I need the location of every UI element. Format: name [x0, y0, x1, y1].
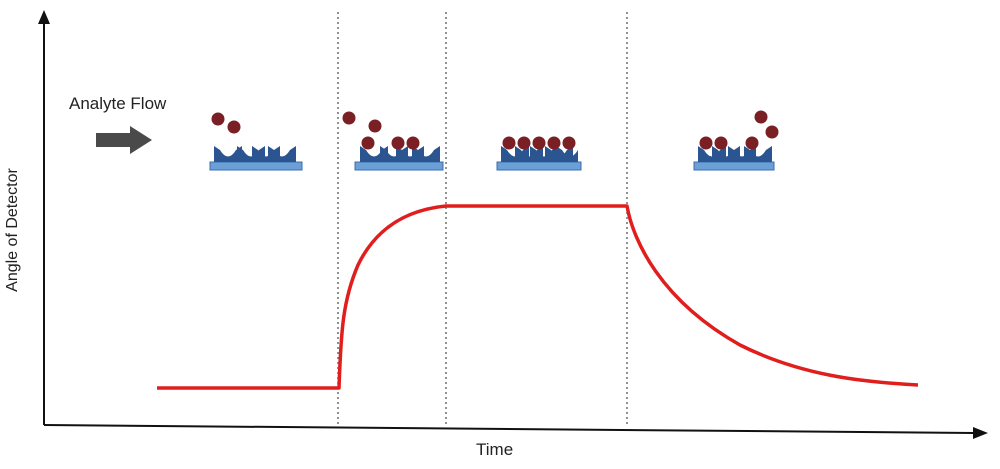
analyte-molecule-icon	[699, 110, 779, 150]
x-axis-arrowhead-icon	[973, 427, 988, 439]
axes	[38, 10, 988, 439]
phase-dividers	[337, 12, 628, 424]
signal-curve	[157, 204, 919, 390]
analyte-molecule-icon	[502, 136, 576, 150]
right-arrow-icon	[96, 126, 152, 154]
sensor-chip-icon	[496, 146, 582, 171]
y-axis-label: Angle of Detector	[4, 168, 21, 292]
x-axis-line	[43, 424, 975, 434]
y-axis-arrowhead-icon	[38, 10, 50, 24]
sensor-chip-icon	[354, 146, 444, 171]
sensor-chip-icon	[209, 146, 303, 171]
x-axis-label: Time	[476, 440, 514, 459]
analyte-molecule-icon	[342, 111, 420, 150]
analyte-flow-label: Analyte Flow	[69, 94, 167, 113]
sensor-chip-icon	[693, 146, 775, 171]
analyte-molecule-icon	[211, 112, 241, 134]
